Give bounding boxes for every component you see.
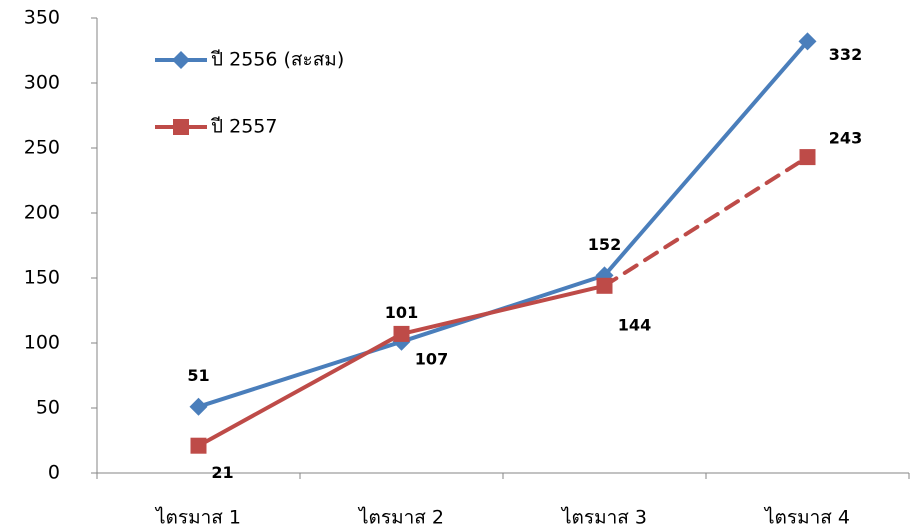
legend-label: ปี 2556 (สะสม) <box>210 49 344 71</box>
data-point <box>799 149 816 166</box>
y-tick-label: 200 <box>24 202 60 224</box>
data-label: 101 <box>385 303 418 322</box>
data-point <box>798 32 817 51</box>
data-point <box>189 397 208 416</box>
y-tick-label: 350 <box>24 7 60 29</box>
data-label: 152 <box>588 235 621 254</box>
legend-label: ปี 2557 <box>210 116 277 138</box>
y-tick-label: 150 <box>24 267 60 289</box>
data-point <box>393 325 410 342</box>
data-label: 332 <box>829 45 862 64</box>
series-line <box>602 155 810 288</box>
series-line <box>602 39 810 278</box>
x-tick-label: ไตรมาส 3 <box>560 507 647 529</box>
data-label: 21 <box>211 463 233 482</box>
data-label: 144 <box>618 315 651 334</box>
x-tick-label: ไตรมาส 2 <box>357 507 444 529</box>
x-tick-label: ไตรมาส 1 <box>154 507 241 529</box>
series-line <box>196 331 404 448</box>
y-tick-label: 300 <box>24 72 60 94</box>
data-point <box>596 277 613 294</box>
series-line <box>399 283 607 336</box>
legend-marker <box>173 119 189 135</box>
y-tick-label: 0 <box>48 462 60 484</box>
data-label: 243 <box>829 129 862 148</box>
y-tick-label: 50 <box>36 397 60 419</box>
x-tick-label: ไตรมาส 4 <box>763 507 850 529</box>
data-label: 51 <box>187 366 209 385</box>
data-label: 107 <box>415 349 448 368</box>
legend-marker <box>172 51 190 69</box>
data-point <box>190 437 207 454</box>
y-tick-label: 100 <box>24 332 60 354</box>
y-tick-label: 250 <box>24 137 60 159</box>
